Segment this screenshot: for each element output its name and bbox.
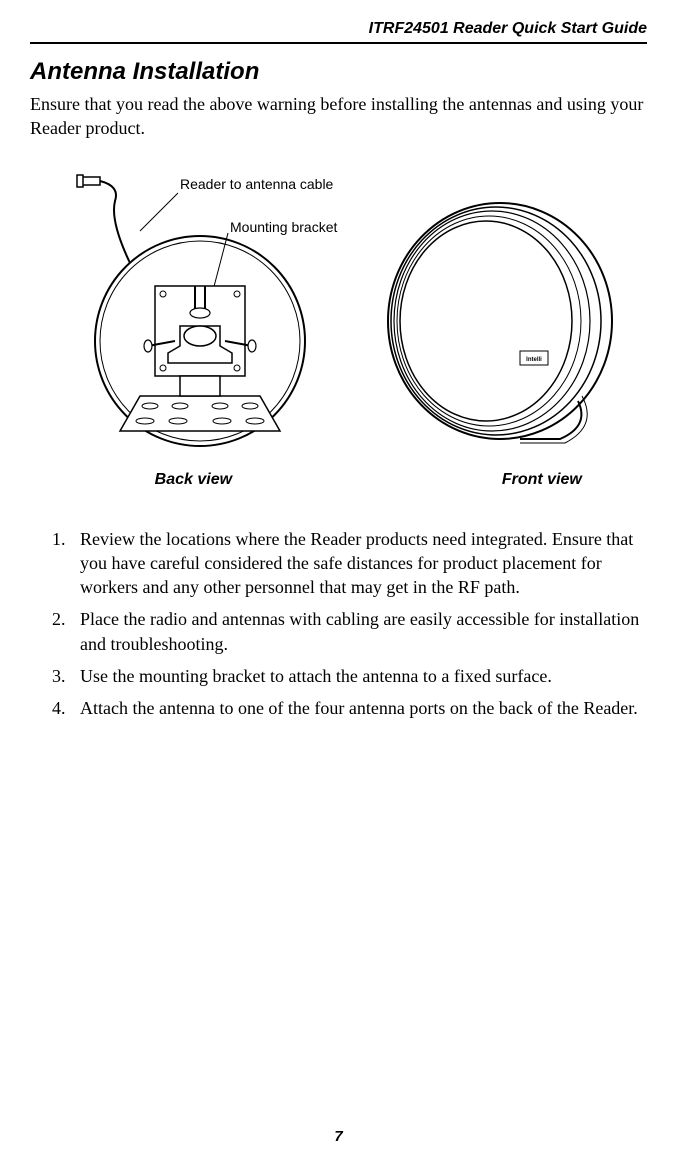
doc-header-title: ITRF24501 Reader Quick Start Guide bbox=[30, 20, 647, 38]
antenna-figure: Reader to antenna cable Mounting bracket bbox=[30, 171, 647, 451]
intro-paragraph: Ensure that you read the above warning b… bbox=[30, 92, 647, 141]
step-item: Place the radio and antennas with cablin… bbox=[70, 607, 647, 656]
step-item: Attach the antenna to one of the four an… bbox=[70, 696, 647, 720]
header-rule bbox=[30, 42, 647, 44]
callout-cable-label: Reader to antenna cable bbox=[180, 176, 333, 192]
step-item: Use the mounting bracket to attach the a… bbox=[70, 664, 647, 688]
caption-back-view: Back view bbox=[50, 471, 337, 489]
figure-captions: Back view Front view bbox=[30, 471, 647, 489]
svg-text:Intelli: Intelli bbox=[526, 357, 542, 363]
installation-steps-list: Review the locations where the Reader pr… bbox=[30, 527, 647, 721]
callout-bracket-label: Mounting bracket bbox=[230, 219, 337, 235]
page-number: 7 bbox=[0, 1128, 677, 1145]
section-heading: Antenna Installation bbox=[30, 58, 647, 86]
back-view-group bbox=[77, 175, 305, 446]
antenna-diagram-svg: Intelli bbox=[30, 171, 650, 451]
step-item: Review the locations where the Reader pr… bbox=[70, 527, 647, 600]
front-view-group: Intelli bbox=[388, 203, 612, 443]
caption-front-view: Front view bbox=[437, 471, 647, 489]
